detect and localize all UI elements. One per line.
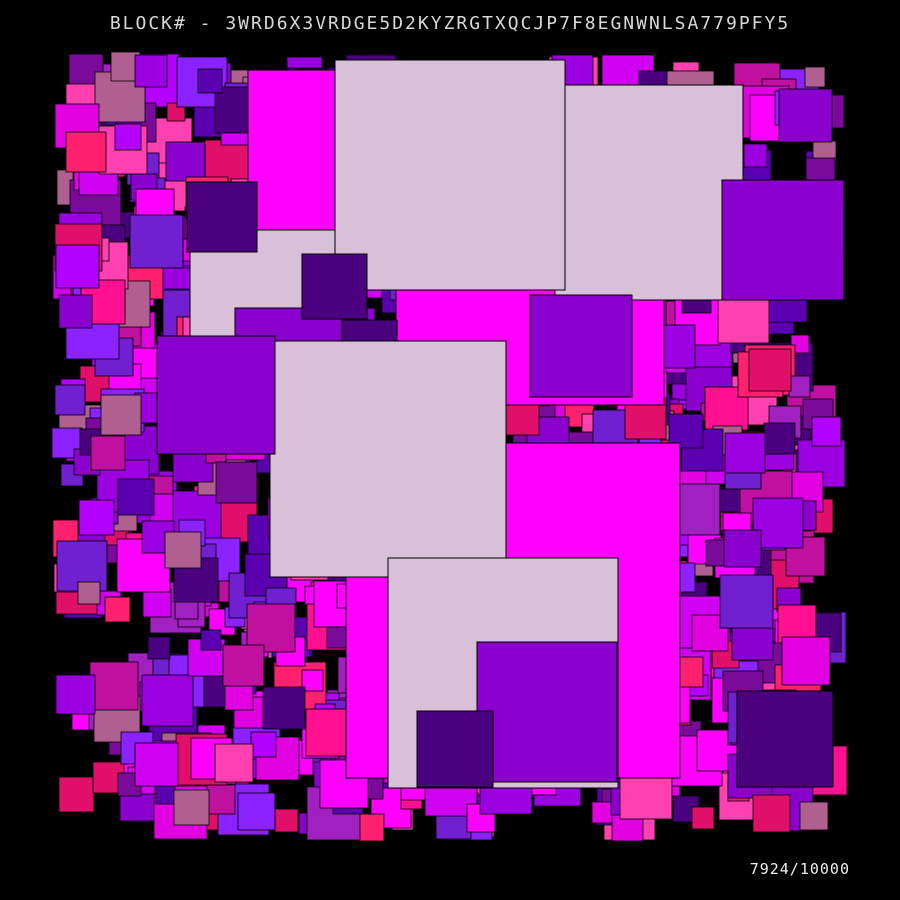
small-square (719, 574, 774, 629)
small-square (200, 629, 222, 651)
small-square (55, 244, 100, 289)
small-square (356, 813, 385, 842)
small-square (89, 661, 139, 711)
small-square (804, 66, 826, 88)
small-square (173, 789, 210, 826)
small-square (90, 435, 126, 471)
square (554, 84, 744, 301)
square (736, 690, 834, 788)
small-square (65, 131, 107, 173)
small-square (788, 375, 811, 398)
square (269, 340, 507, 578)
square (334, 59, 566, 291)
small-square (748, 348, 792, 392)
small-square (811, 416, 842, 447)
big-squares-layer (156, 59, 845, 789)
small-square (274, 808, 299, 833)
small-square (668, 413, 704, 449)
square (721, 179, 845, 301)
small-square (104, 596, 131, 623)
small-square (305, 708, 354, 757)
small-square (142, 588, 172, 618)
small-square (165, 141, 206, 182)
page-title: BLOCK# - 3WRD6X3VRDGE5D2KYZRGTXQCJP7F8EG… (109, 13, 791, 34)
square (156, 335, 276, 455)
small-square (197, 68, 223, 94)
small-square (250, 731, 277, 758)
small-square (141, 674, 194, 727)
square (186, 181, 258, 253)
small-square (262, 686, 306, 730)
small-square (255, 736, 300, 781)
small-square (134, 742, 179, 787)
small-square (134, 54, 168, 88)
small-square (222, 644, 265, 687)
small-square (78, 499, 115, 536)
square (301, 253, 368, 320)
small-square (790, 334, 810, 354)
small-square (723, 529, 762, 568)
square (529, 294, 633, 398)
small-square (129, 214, 184, 269)
small-square (763, 422, 796, 455)
small-square (114, 123, 142, 151)
small-square (752, 794, 791, 833)
small-square (155, 784, 176, 805)
square (476, 641, 618, 783)
small-square (785, 536, 826, 577)
small-square (58, 776, 95, 813)
small-square (164, 531, 202, 569)
small-square (781, 636, 831, 686)
edition-counter: 7924/10000 (749, 860, 850, 878)
small-square (215, 461, 258, 504)
small-square (77, 581, 101, 605)
small-square (55, 674, 96, 715)
small-square (117, 478, 155, 516)
small-square (724, 432, 766, 474)
small-square (58, 294, 93, 329)
small-square (326, 626, 349, 649)
small-square (778, 88, 833, 143)
small-square (743, 143, 768, 168)
small-square (591, 801, 614, 824)
small-square (224, 681, 254, 711)
small-square (205, 784, 236, 815)
small-square (147, 636, 171, 660)
small-square (237, 792, 276, 831)
small-square (54, 384, 86, 416)
small-square (100, 394, 142, 436)
small-square (214, 743, 254, 783)
small-square (504, 400, 540, 436)
small-square (799, 801, 829, 831)
small-square (166, 102, 186, 122)
small-square (246, 603, 296, 653)
small-square (301, 669, 324, 692)
small-square (691, 806, 715, 830)
square (416, 710, 494, 788)
